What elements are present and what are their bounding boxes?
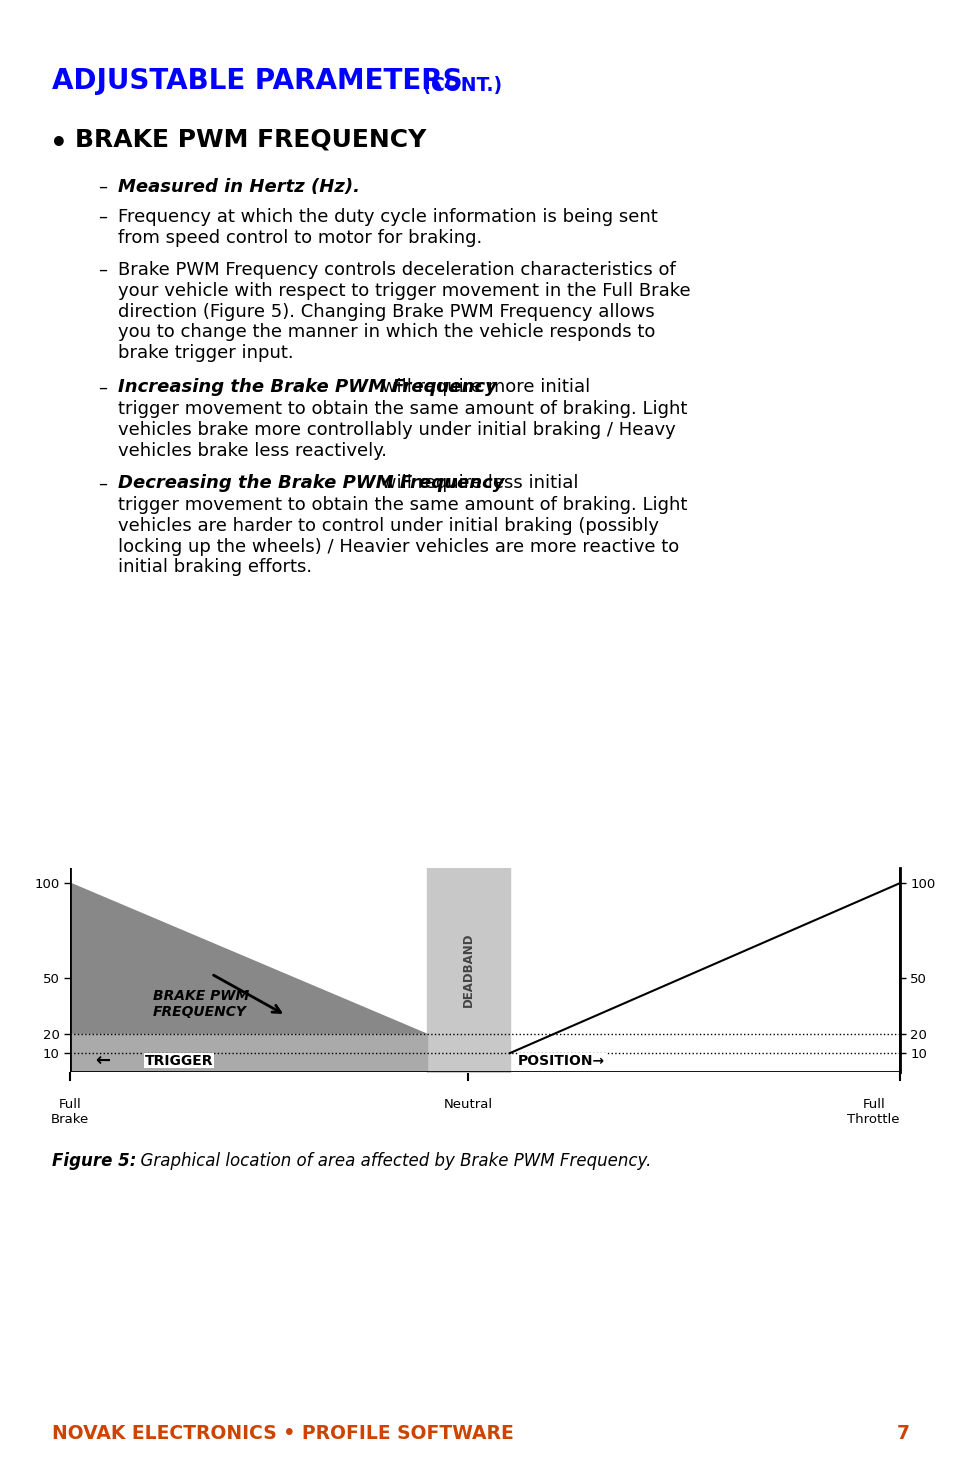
Text: –: – — [98, 208, 107, 226]
Text: Frequency at which the duty cycle information is being sent
from speed control t: Frequency at which the duty cycle inform… — [118, 208, 657, 246]
Text: Decreasing the Brake PWM Frequency: Decreasing the Brake PWM Frequency — [118, 475, 504, 493]
Text: ←: ← — [94, 1052, 110, 1069]
Text: Full
Throttle: Full Throttle — [846, 1097, 899, 1125]
Text: (CONT.): (CONT.) — [416, 77, 501, 94]
Text: Increasing the Brake PWM Frequency: Increasing the Brake PWM Frequency — [118, 379, 497, 397]
Text: –: – — [98, 261, 107, 279]
Text: Brake PWM Frequency controls deceleration characteristics of
your vehicle with r: Brake PWM Frequency controls deceleratio… — [118, 261, 690, 363]
Text: POSITION→: POSITION→ — [517, 1053, 605, 1068]
Text: DEADBAND: DEADBAND — [461, 932, 475, 1007]
Text: BRAKE PWM FREQUENCY: BRAKE PWM FREQUENCY — [75, 128, 426, 152]
Text: –: – — [98, 379, 107, 397]
Text: will require more initial: will require more initial — [376, 379, 590, 397]
Text: ADJUSTABLE PARAMETERS: ADJUSTABLE PARAMETERS — [52, 66, 462, 94]
Text: –: – — [98, 178, 107, 196]
Text: –: – — [98, 475, 107, 493]
Text: Full
Brake: Full Brake — [51, 1097, 89, 1125]
Text: Figure 5:: Figure 5: — [52, 1152, 136, 1170]
Text: Graphical location of area affected by Brake PWM Frequency.: Graphical location of area affected by B… — [130, 1152, 651, 1170]
Text: trigger movement to obtain the same amount of braking. Light
vehicles brake more: trigger movement to obtain the same amou… — [118, 400, 687, 460]
Text: 7: 7 — [896, 1423, 909, 1443]
Text: •: • — [50, 130, 68, 158]
Text: trigger movement to obtain the same amount of braking. Light
vehicles are harder: trigger movement to obtain the same amou… — [118, 496, 687, 577]
Polygon shape — [70, 1034, 426, 1072]
Polygon shape — [70, 884, 426, 1034]
Text: will require less initial: will require less initial — [376, 475, 578, 493]
Text: NOVAK ELECTRONICS • PROFILE SOFTWARE: NOVAK ELECTRONICS • PROFILE SOFTWARE — [52, 1423, 514, 1443]
Text: Neutral: Neutral — [443, 1097, 493, 1111]
Text: BRAKE PWM
FREQUENCY: BRAKE PWM FREQUENCY — [152, 988, 249, 1019]
Text: TRIGGER: TRIGGER — [145, 1053, 213, 1068]
Text: Measured in Hertz (Hz).: Measured in Hertz (Hz). — [118, 178, 359, 196]
